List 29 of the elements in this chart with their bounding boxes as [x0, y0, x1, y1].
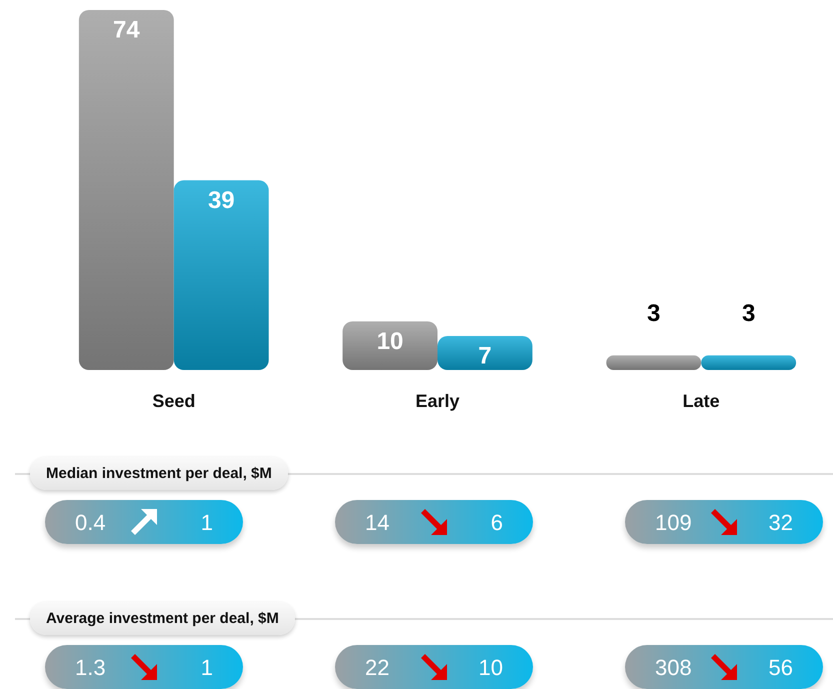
text: 1	[200, 655, 213, 681]
text: 109	[655, 510, 692, 536]
x-tick-label: Late	[682, 391, 720, 411]
text: 22	[365, 655, 390, 681]
bar	[701, 355, 796, 370]
x-tick-label: Seed	[152, 391, 196, 411]
data-label: 3	[647, 300, 660, 327]
text: 0.4	[75, 510, 106, 536]
data-label: 7	[478, 342, 492, 370]
text: 308	[655, 655, 692, 681]
data-label: 39	[208, 186, 235, 214]
data-label: 74	[113, 16, 140, 44]
text: Average investment per deal, $M	[30, 602, 295, 635]
text: 1.3	[75, 655, 106, 681]
text: 56	[768, 655, 793, 681]
data-label: 3	[742, 300, 756, 327]
text: 32	[768, 510, 793, 536]
text: 1	[200, 510, 213, 536]
x-tick-label: Early	[415, 391, 460, 411]
bar	[438, 336, 532, 370]
text: Median investment per deal, $M	[30, 457, 288, 490]
text: 6	[490, 510, 503, 536]
bar	[606, 355, 702, 370]
bar	[342, 321, 438, 370]
bar	[174, 180, 269, 370]
data-label: 10	[376, 328, 404, 355]
text: 14	[365, 510, 390, 536]
bar	[78, 10, 174, 370]
text: 10	[478, 655, 503, 681]
